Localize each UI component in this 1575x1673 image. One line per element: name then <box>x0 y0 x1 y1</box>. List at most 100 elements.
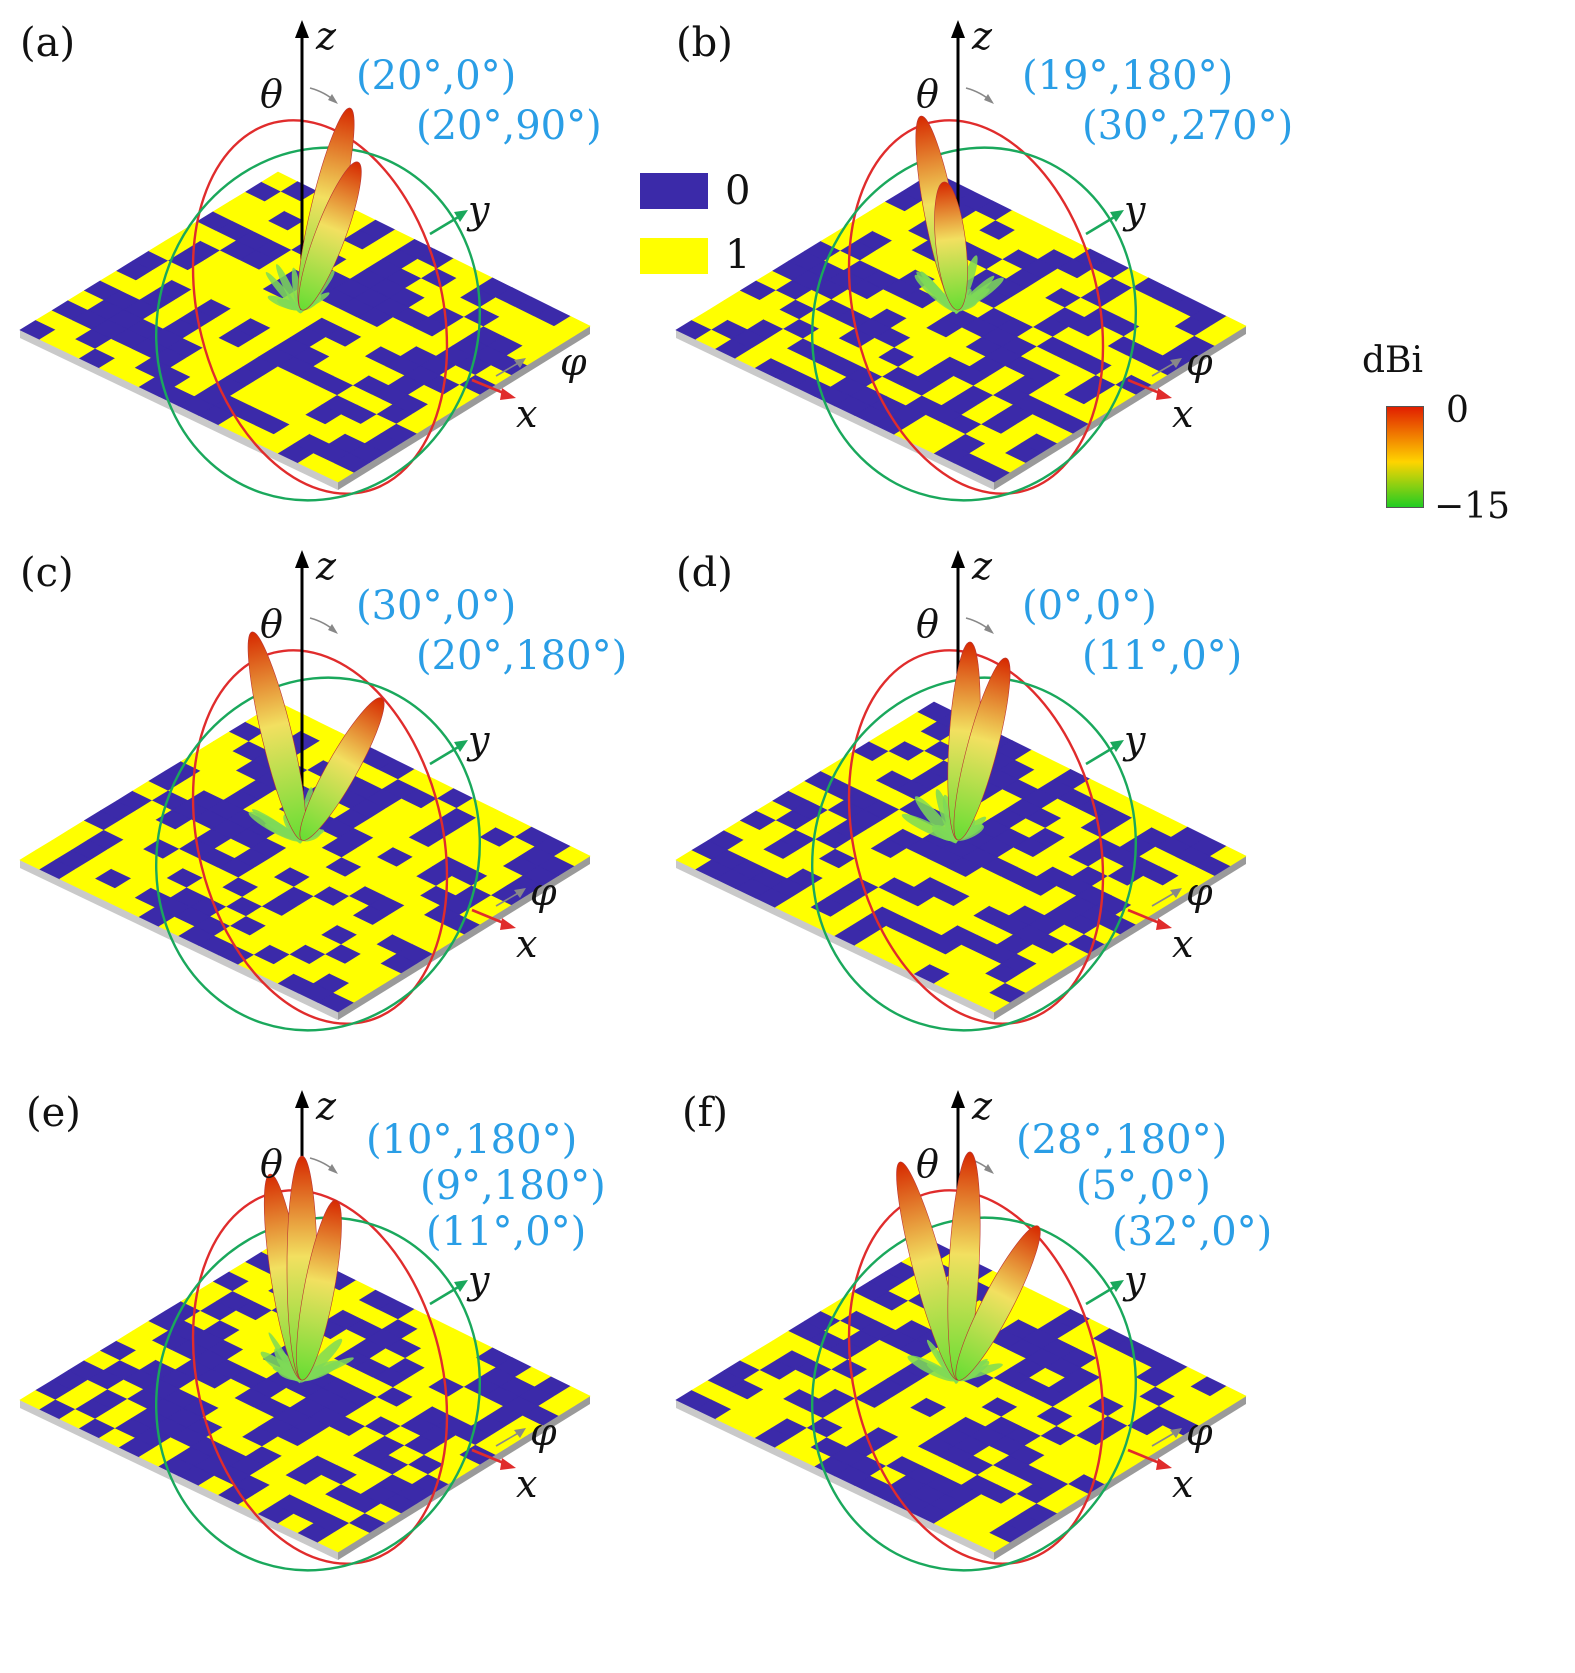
board-edge <box>676 860 994 1020</box>
z-axis-label: z <box>972 14 993 58</box>
legend-swatch-1 <box>640 238 708 274</box>
theta-label: θ <box>260 602 283 646</box>
coding-cell <box>554 316 591 337</box>
x-axis-arrowhead <box>500 388 516 400</box>
phi-label: φ <box>530 870 557 914</box>
beam-annotation: (28°,180°) <box>1016 1117 1228 1163</box>
beam-annotation: (11°,0°) <box>426 1209 587 1255</box>
board-edge <box>20 860 338 1020</box>
z-axis-label: z <box>972 544 993 588</box>
theta-label: θ <box>916 602 939 646</box>
panel-a-scene <box>19 20 591 502</box>
side-lobe <box>920 271 957 313</box>
side-lobe <box>955 277 1004 312</box>
radiation-ring-xz <box>191 649 449 1025</box>
phi-label: φ <box>1186 1410 1213 1454</box>
y-axis <box>1085 744 1117 766</box>
coding-cell <box>1210 1386 1247 1407</box>
z-axis-label: z <box>316 544 337 588</box>
y-axis-arrowhead <box>1110 740 1124 752</box>
main-beam <box>934 181 968 311</box>
panel-label: (a) <box>20 20 76 66</box>
theta-label: θ <box>260 1142 283 1186</box>
board-edge <box>338 1396 590 1560</box>
phi-arrow <box>1151 1431 1177 1447</box>
z-axis-label: z <box>972 1084 993 1128</box>
beam-annotation: (5°,0°) <box>1076 1163 1211 1209</box>
phi-arrow <box>495 361 521 377</box>
main-beam <box>955 1225 1041 1381</box>
panel-a: (a) z θ y φ x (20°,0°) (20°,90°) <box>19 14 710 580</box>
beam-annotation: (30°,0°) <box>356 583 517 629</box>
panel-f-scene <box>675 1090 1247 1572</box>
main-beams <box>896 1151 1041 1381</box>
panel-c: (c) z θ y φ x (30°,0°) (20°,180°) <box>19 544 710 1110</box>
main-beams <box>297 107 362 311</box>
y-axis <box>429 1284 461 1306</box>
radiation-ring-yz <box>154 146 482 502</box>
legend-label-0: 0 <box>725 168 751 214</box>
board-edge <box>20 1400 338 1560</box>
z-axis-arrowhead <box>295 550 309 568</box>
theta-arrowhead <box>984 624 994 634</box>
x-axis <box>471 1448 507 1466</box>
phi-arrow <box>495 891 521 907</box>
radiation-ring-yz <box>810 1216 1138 1572</box>
y-axis-arrowhead <box>1110 210 1124 222</box>
x-axis <box>1127 1448 1163 1466</box>
side-lobe <box>931 825 957 842</box>
theta-label: θ <box>260 72 283 116</box>
x-axis <box>1127 378 1163 396</box>
beam-annotation: (9°,180°) <box>420 1163 606 1209</box>
beam-annotation: (19°,180°) <box>1022 53 1234 99</box>
beam-annotation: (0°,0°) <box>1022 583 1157 629</box>
z-axis-label: z <box>316 14 337 58</box>
theta-arrowhead <box>984 94 994 104</box>
theta-arrowhead <box>328 1164 338 1174</box>
y-axis-label: y <box>1124 718 1146 762</box>
side-lobe <box>907 1355 957 1382</box>
theta-label: θ <box>916 72 939 116</box>
y-axis-arrowhead <box>454 1280 468 1292</box>
radiation-ring-xz <box>847 119 1105 495</box>
coding-metasurface <box>19 1241 591 1553</box>
main-beam <box>298 161 362 311</box>
panel-label: (d) <box>676 550 733 596</box>
main-beams <box>947 641 1011 841</box>
beam-annotation: (20°,180°) <box>416 633 628 679</box>
phi-arrowhead <box>1170 1428 1182 1438</box>
y-axis-arrowhead <box>454 740 468 752</box>
z-axis-label: z <box>316 1084 337 1128</box>
side-lobe <box>299 1360 341 1382</box>
theta-label: θ <box>916 1142 939 1186</box>
x-axis-label: x <box>1172 392 1194 436</box>
coding-metasurface <box>675 171 1247 483</box>
x-axis-arrowhead <box>500 918 516 930</box>
phi-arrow <box>1151 891 1177 907</box>
side-lobe <box>248 811 301 842</box>
board-edge <box>994 1396 1246 1560</box>
radiation-ring-yz <box>154 676 482 1032</box>
phi-arrow <box>1151 361 1177 377</box>
legend-swatch-0 <box>640 173 708 209</box>
beam-annotation: (20°,0°) <box>356 53 517 99</box>
z-axis-arrowhead <box>951 550 965 568</box>
side-lobe <box>277 298 301 311</box>
phi-arrowhead <box>514 358 526 368</box>
coding-metasurface <box>19 171 591 483</box>
panel-c-scene <box>19 550 591 1032</box>
side-lobe <box>276 1358 301 1381</box>
z-axis-arrowhead <box>295 20 309 38</box>
side-lobe <box>955 1363 1003 1381</box>
theta-arrowhead <box>984 1164 994 1174</box>
panel-b-scene <box>675 20 1247 502</box>
y-axis-label: y <box>1124 1258 1146 1302</box>
radiation-ring-yz <box>154 1216 482 1572</box>
y-axis-arrowhead <box>454 210 468 222</box>
panel-label: (c) <box>20 550 74 596</box>
y-axis-label: y <box>468 188 490 232</box>
board-edge <box>994 856 1246 1020</box>
panel-label: (b) <box>676 20 733 66</box>
board-edge <box>676 330 994 490</box>
panel-f: (f) z θ y φ x (28°,180°) (5°,0°) (32°,0°… <box>675 1084 1366 1650</box>
